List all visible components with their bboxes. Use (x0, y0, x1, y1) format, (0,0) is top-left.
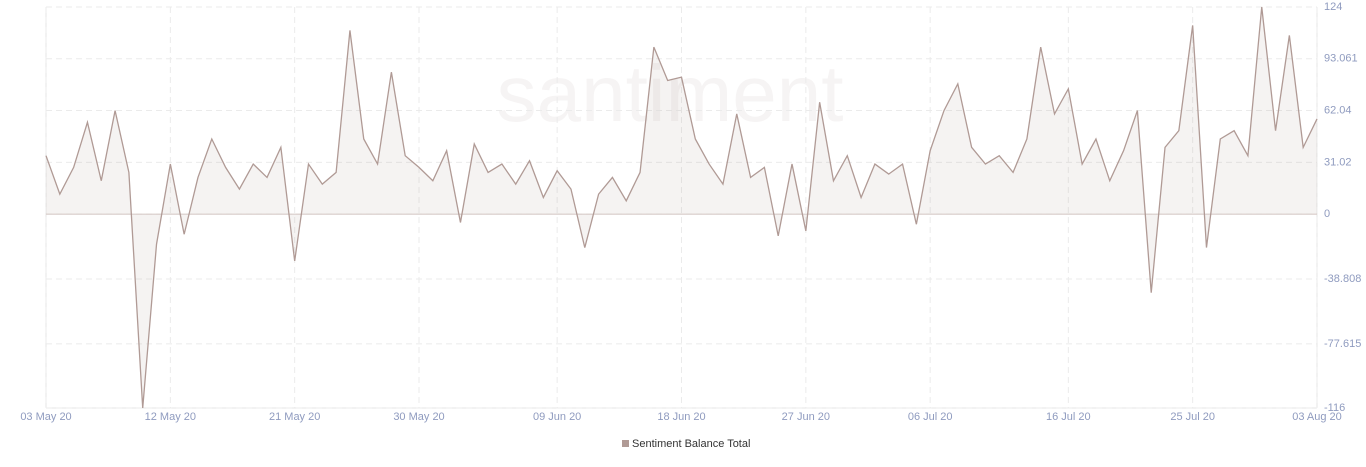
x-tick-label: 12 May 20 (145, 411, 196, 423)
x-tick-label: 30 May 20 (393, 411, 444, 423)
watermark: santiment (497, 49, 844, 138)
line (45, 6, 1318, 409)
y-tick-label: -38.808 (1324, 273, 1361, 285)
y-tick-label: 0 (1324, 208, 1330, 220)
x-tick-label: 27 Jun 20 (782, 411, 830, 423)
x-tick-label: 21 May 20 (269, 411, 320, 423)
x-tick-label: 03 Aug 20 (1292, 411, 1342, 423)
legend-swatch (622, 440, 629, 447)
y-tick-label: 93.061 (1324, 53, 1358, 65)
x-tick-label: 18 Jun 20 (657, 411, 705, 423)
y-tick-label: -116 (1324, 402, 1345, 414)
x-tick-label: 06 Jul 20 (908, 411, 953, 423)
y-tick-label: 124 (1324, 1, 1342, 13)
y-tick-label: 31.02 (1324, 156, 1352, 168)
y-tick-label: -77.615 (1324, 338, 1361, 350)
x-tick-label: 25 Jul 20 (1170, 411, 1215, 423)
x-tick-label: 03 May 20 (20, 411, 71, 423)
y-tick-label: 62.04 (1324, 104, 1352, 116)
x-tick-label: 16 Jul 20 (1046, 411, 1091, 423)
legend-label: Sentiment Balance Total (632, 438, 750, 450)
x-tick-label: 09 Jun 20 (533, 411, 581, 423)
area (46, 7, 1317, 408)
